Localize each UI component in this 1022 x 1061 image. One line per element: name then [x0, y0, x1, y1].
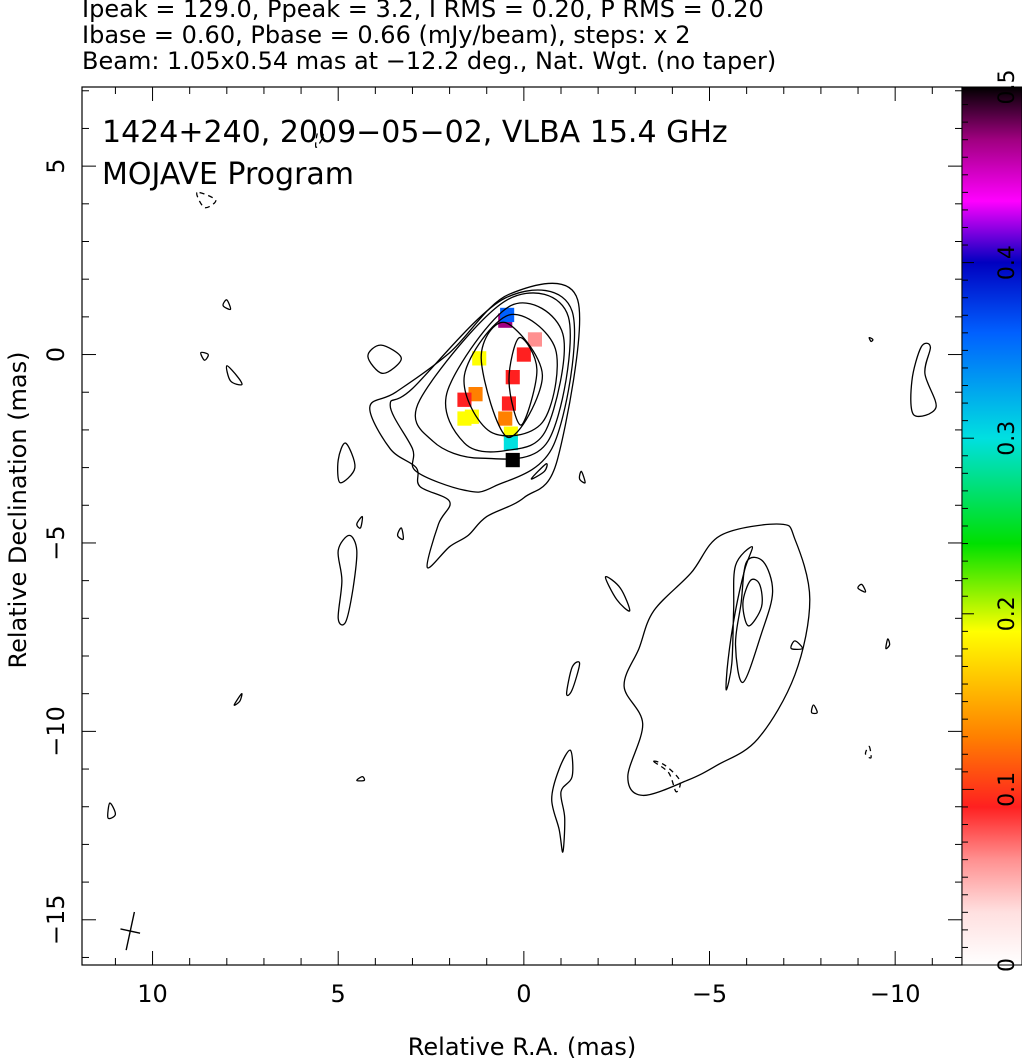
island-contour	[604, 575, 631, 612]
jet-contour	[734, 556, 774, 684]
negative-contour	[864, 745, 872, 759]
polarization-layer	[457, 307, 542, 468]
island-contour	[868, 336, 874, 343]
colorbar-tick-label: 0.1	[995, 772, 1020, 807]
header-line-1: Ipeak = 129.0, Ppeak = 3.2, I RMS = 0.20…	[82, 0, 764, 23]
island-contour	[337, 442, 356, 484]
plot-title: 1424+240, 2009−05−02, VLBA 15.4 GHz	[102, 115, 728, 150]
island-contour	[790, 640, 803, 651]
island-contour	[233, 693, 243, 706]
x-tick-label: 0	[516, 980, 531, 1008]
colorbar	[962, 87, 1022, 965]
island-contour	[396, 527, 404, 541]
x-tick-label: −5	[692, 980, 727, 1008]
plot-frame	[81, 86, 963, 966]
core-contour	[480, 321, 544, 439]
y-tick-label: 5	[42, 158, 70, 173]
island-contour	[337, 534, 358, 626]
y-tick-label: 0	[42, 347, 70, 362]
island-contour	[530, 463, 548, 480]
beam-minor-axis	[120, 928, 141, 934]
core-contour	[463, 313, 558, 437]
colorbar-tick-label: 0.2	[995, 596, 1020, 631]
island-contour	[910, 342, 937, 418]
y-tick-label: −15	[42, 894, 70, 945]
axis-ticks	[82, 87, 962, 965]
y-tick-label: −10	[42, 706, 70, 757]
core-contour	[369, 282, 581, 569]
colorbar-tick-label: 0.4	[995, 245, 1020, 280]
polarization-pixel	[505, 370, 520, 385]
polarization-pixel	[498, 411, 513, 426]
colorbar-axis: 0 0.1 0.2 0.3 0.4 0.5	[962, 70, 1020, 972]
polarization-pixel	[457, 411, 472, 426]
x-axis-label: Relative R.A. (mas)	[408, 1033, 636, 1061]
x-tick-label: 10	[137, 980, 168, 1008]
island-contour	[222, 299, 232, 311]
beam-marker	[120, 911, 141, 951]
island-contour	[107, 802, 117, 820]
island-contour	[885, 638, 891, 650]
core-contour	[508, 336, 538, 426]
island-contour	[857, 583, 867, 593]
polarization-pixel	[527, 332, 542, 347]
y-tick-label: −5	[42, 525, 70, 560]
negative-contour	[196, 191, 217, 209]
polarization-pixel	[472, 351, 487, 366]
plot-subtitle: MOJAVE Program	[102, 157, 354, 192]
negative-contour	[653, 760, 681, 793]
polarization-pixel	[468, 387, 483, 402]
x-tick-label: −10	[870, 980, 921, 1008]
jet-contour	[623, 523, 811, 797]
negative-contour	[314, 130, 325, 148]
island-contour	[367, 344, 402, 375]
polarization-pixel	[503, 435, 518, 451]
island-contour	[565, 661, 581, 697]
polarization-pixel	[516, 347, 531, 362]
y-axis-label: Relative Declination (mas)	[4, 351, 32, 668]
header-line-3: Beam: 1.05x0.54 mas at −12.2 deg., Nat. …	[82, 47, 777, 75]
colorbar-tick-label: 0	[995, 958, 1020, 972]
header-line-2: Ibase = 0.60, Pbase = 0.66 (mJy/beam), s…	[82, 21, 691, 49]
polarization-pixel	[505, 452, 520, 468]
island-contour	[225, 365, 243, 386]
jet-contour	[742, 578, 763, 627]
x-tick-label: 5	[331, 980, 346, 1008]
polarization-pixel	[457, 392, 472, 407]
core-contour	[414, 292, 571, 460]
island-contour	[810, 704, 818, 715]
contour-layer	[107, 130, 937, 853]
colorbar-tick-label: 0.3	[995, 421, 1020, 456]
axis-tick-labels: 10 5 0 −5 −10 5 0 −5 −10 −15	[42, 158, 920, 1008]
island-contour	[356, 775, 366, 782]
colorbar-tick-label: 0.5	[995, 70, 1020, 105]
core-contour	[445, 302, 565, 453]
island-contour	[578, 470, 586, 484]
island-contour	[551, 749, 574, 853]
jet-contour	[725, 546, 754, 691]
island-contour	[200, 351, 209, 361]
island-contour	[356, 515, 364, 529]
core-contour	[389, 289, 576, 493]
